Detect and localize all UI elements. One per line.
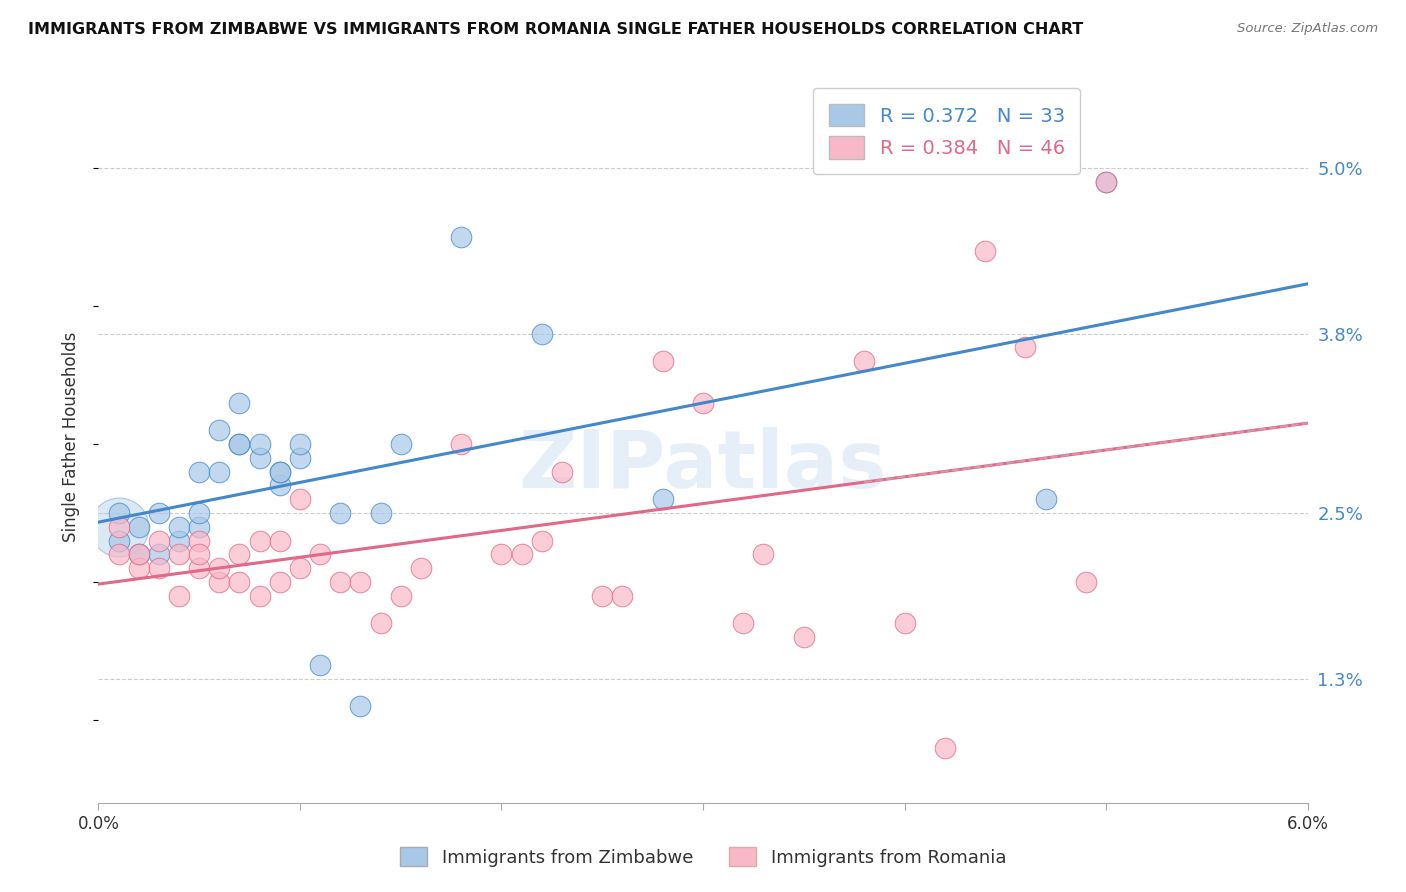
Point	[370, 506, 392, 520]
Point	[148, 533, 170, 548]
Point	[228, 395, 250, 409]
Point	[167, 589, 190, 603]
Point	[329, 506, 352, 520]
Point	[591, 589, 613, 603]
Text: Source: ZipAtlas.com: Source: ZipAtlas.com	[1237, 22, 1378, 36]
Point	[853, 354, 876, 368]
Point	[249, 437, 271, 451]
Point	[269, 465, 291, 479]
Point	[349, 574, 371, 589]
Point	[249, 450, 271, 465]
Point	[188, 520, 211, 534]
Point	[148, 561, 170, 575]
Point	[269, 465, 291, 479]
Point	[288, 437, 311, 451]
Point	[188, 548, 211, 562]
Y-axis label: Single Father Households: Single Father Households	[62, 332, 80, 542]
Point	[793, 630, 815, 644]
Point	[107, 548, 129, 562]
Point	[128, 520, 150, 534]
Point	[389, 437, 412, 451]
Point	[249, 533, 271, 548]
Point	[107, 520, 129, 534]
Point	[107, 520, 129, 534]
Point	[752, 548, 775, 562]
Point	[491, 548, 513, 562]
Point	[389, 589, 412, 603]
Point	[269, 478, 291, 492]
Point	[228, 437, 250, 451]
Point	[974, 244, 997, 258]
Point	[148, 548, 170, 562]
Point	[733, 616, 755, 631]
Point	[288, 492, 311, 507]
Legend: R = 0.372   N = 33, R = 0.384   N = 46: R = 0.372 N = 33, R = 0.384 N = 46	[814, 88, 1080, 174]
Point	[249, 589, 271, 603]
Point	[893, 616, 915, 631]
Point	[128, 561, 150, 575]
Point	[349, 699, 371, 714]
Point	[107, 506, 129, 520]
Point	[1095, 175, 1118, 189]
Point	[128, 548, 150, 562]
Point	[148, 506, 170, 520]
Point	[188, 465, 211, 479]
Point	[208, 423, 231, 437]
Text: IMMIGRANTS FROM ZIMBABWE VS IMMIGRANTS FROM ROMANIA SINGLE FATHER HOUSEHOLDS COR: IMMIGRANTS FROM ZIMBABWE VS IMMIGRANTS F…	[28, 22, 1084, 37]
Point	[409, 561, 432, 575]
Point	[651, 492, 673, 507]
Point	[309, 548, 332, 562]
Point	[107, 533, 129, 548]
Point	[692, 395, 714, 409]
Point	[450, 230, 472, 244]
Point	[934, 740, 956, 755]
Point	[530, 533, 553, 548]
Point	[188, 561, 211, 575]
Point	[208, 561, 231, 575]
Point	[188, 533, 211, 548]
Point	[228, 548, 250, 562]
Point	[167, 533, 190, 548]
Point	[208, 574, 231, 589]
Point	[1014, 340, 1036, 354]
Point	[288, 450, 311, 465]
Point	[530, 326, 553, 341]
Point	[450, 437, 472, 451]
Point	[188, 506, 211, 520]
Point	[1035, 492, 1057, 507]
Text: ZIPatlas: ZIPatlas	[519, 427, 887, 506]
Point	[370, 616, 392, 631]
Point	[167, 520, 190, 534]
Point	[651, 354, 673, 368]
Point	[288, 561, 311, 575]
Point	[309, 657, 332, 672]
Point	[128, 548, 150, 562]
Legend: Immigrants from Zimbabwe, Immigrants from Romania: Immigrants from Zimbabwe, Immigrants fro…	[392, 840, 1014, 874]
Point	[1074, 574, 1097, 589]
Point	[167, 548, 190, 562]
Point	[269, 574, 291, 589]
Point	[228, 437, 250, 451]
Point	[612, 589, 634, 603]
Point	[228, 574, 250, 589]
Point	[329, 574, 352, 589]
Point	[510, 548, 533, 562]
Point	[269, 533, 291, 548]
Point	[1095, 175, 1118, 189]
Point	[551, 465, 574, 479]
Point	[208, 465, 231, 479]
